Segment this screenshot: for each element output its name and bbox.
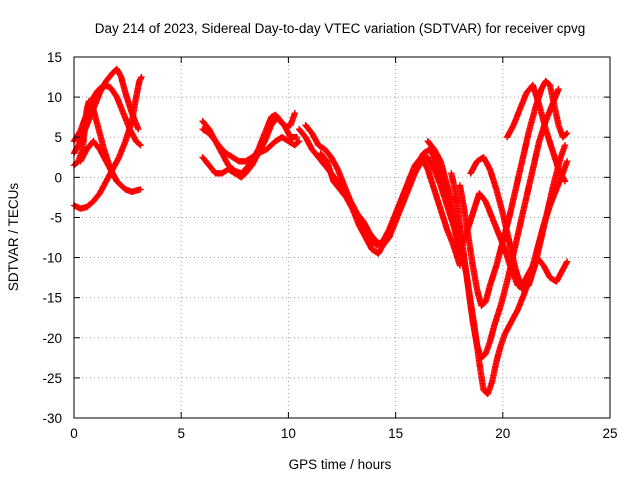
series-arc-4 [70, 65, 142, 157]
data-point-markers [467, 142, 569, 293]
marks-layer [70, 65, 571, 398]
y-tick-label: -10 [42, 251, 62, 266]
x-axis-label: GPS time / hours [289, 457, 392, 472]
ticks-layer: 0 5 10 15 20 25 15 10 5 0 -5 -10 -15 -20 -25 -30 [42, 50, 617, 441]
x-tick-label: 0 [70, 426, 78, 441]
x-tick-label: 25 [602, 426, 617, 441]
x-tick-label: 20 [495, 426, 510, 441]
chart-title: Day 214 of 2023, Sidereal Day-to-day VTE… [95, 21, 585, 36]
x-tick-label: 10 [281, 426, 296, 441]
y-tick-label: -15 [42, 291, 62, 306]
series-arc-17 [503, 81, 569, 185]
series-arc-13 [448, 85, 562, 361]
data-point-markers [448, 85, 562, 361]
data-point-markers [199, 114, 301, 181]
plot-frame [73, 56, 611, 419]
x-tick-label: 5 [177, 426, 185, 441]
data-point-markers [503, 81, 569, 185]
y-tick-label: -25 [42, 371, 62, 386]
data-point-markers [77, 138, 121, 185]
y-axis-label: SDTVAR / TECUs [6, 183, 21, 292]
y-tick-label: -20 [42, 331, 62, 346]
y-tick-label: -30 [42, 411, 62, 426]
y-tick-label: -5 [50, 210, 62, 225]
y-tick-label: 5 [54, 130, 62, 145]
series-arc-16 [467, 142, 569, 293]
y-tick-label: 10 [47, 90, 62, 105]
x-tick-label: 15 [388, 426, 403, 441]
y-tick-label: 15 [47, 50, 62, 65]
series-arc-5 [77, 138, 121, 185]
grid-layer [74, 57, 610, 418]
data-point-markers [70, 65, 142, 157]
y-tick-label: 0 [54, 170, 62, 185]
series-arc-8 [199, 114, 301, 181]
